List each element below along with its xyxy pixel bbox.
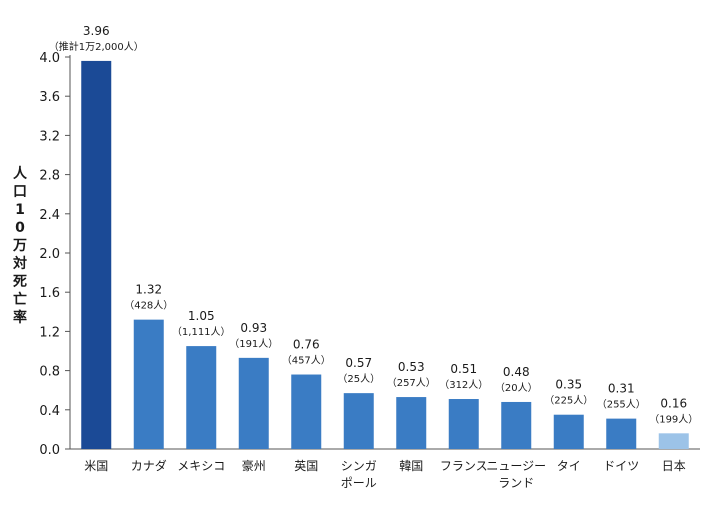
category-label: 英国: [294, 459, 318, 473]
value-label: 0.35: [555, 378, 582, 392]
y-tick-label: 0.8: [39, 365, 60, 380]
y-tick-label: 1.2: [39, 325, 60, 340]
category-label: ランド: [498, 476, 534, 490]
category-label: 豪州: [242, 458, 266, 473]
y-tick-label: 2.4: [39, 208, 60, 223]
value-note: （457人）: [282, 355, 331, 367]
bar: [396, 397, 427, 449]
bar: [448, 399, 479, 449]
value-note: （257人）: [387, 377, 436, 389]
value-note: （191人）: [229, 338, 278, 350]
category-label: ポール: [341, 476, 377, 490]
bar: [658, 433, 689, 449]
category-label: メキシコ: [177, 459, 225, 473]
value-note: （20人）: [495, 382, 538, 394]
value-label: 0.53: [398, 360, 425, 374]
value-label: 0.48: [503, 365, 530, 379]
value-label: 1.32: [135, 283, 162, 297]
y-tick-label: 3.6: [39, 90, 60, 105]
value-label: 1.05: [188, 309, 215, 323]
bar: [501, 401, 532, 449]
y-tick-label: 2.8: [39, 169, 60, 184]
bar: [133, 319, 164, 449]
bar: [81, 60, 112, 450]
value-label: 0.57: [345, 356, 372, 370]
category-label: ニュージー: [486, 459, 546, 473]
value-label: 0.93: [240, 321, 267, 335]
category-label: 日本: [662, 459, 686, 473]
category-label: 米国: [84, 459, 108, 473]
value-note: （225人）: [544, 395, 593, 407]
y-axis-label: 人口 1 0 万対死亡率: [12, 165, 28, 326]
category-label: シンガ: [341, 459, 377, 473]
y-tick-label: 2.0: [39, 247, 60, 262]
category-label: ドイツ: [603, 459, 639, 473]
bar: [291, 374, 322, 449]
value-note: （推計1万2,000人）: [49, 40, 144, 53]
bar: [343, 393, 374, 449]
value-note: （25人）: [337, 373, 380, 385]
value-note: （255人）: [597, 399, 646, 411]
y-tick-label: 3.2: [39, 129, 60, 144]
value-note: （428人）: [124, 300, 173, 312]
bar: [606, 418, 637, 449]
value-note: （312人）: [439, 379, 488, 391]
value-label: 0.76: [293, 338, 320, 352]
bar: [553, 414, 584, 449]
bar: [186, 346, 217, 449]
category-label: カナダ: [131, 458, 167, 473]
y-tick-label: 4.0: [39, 51, 60, 66]
category-label: フランス: [440, 459, 488, 473]
bar: [238, 357, 269, 449]
y-tick-label: 0.4: [39, 404, 60, 419]
y-tick-label: 0.0: [39, 443, 60, 458]
value-label: 0.31: [608, 382, 635, 396]
category-label: 韓国: [399, 459, 423, 473]
value-label: 0.51: [450, 362, 477, 376]
value-note: （199人）: [649, 413, 698, 425]
value-label: 3.96: [83, 24, 110, 38]
value-label: 0.16: [660, 396, 687, 410]
category-label: タイ: [557, 459, 581, 473]
y-tick-label: 1.6: [39, 286, 60, 301]
value-note: （1,111人）: [172, 326, 231, 338]
